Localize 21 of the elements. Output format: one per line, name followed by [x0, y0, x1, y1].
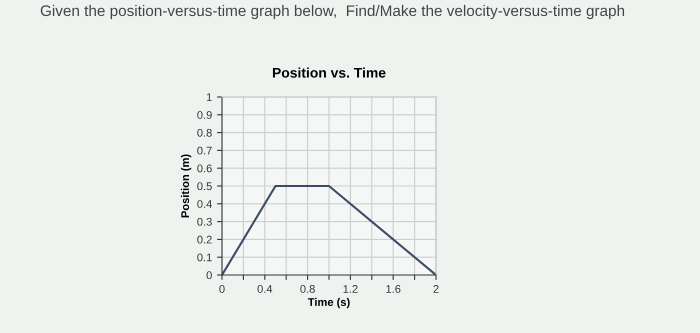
y-tick-label: 0.7 — [197, 146, 212, 155]
y-tick-label: 1 — [206, 93, 212, 102]
y-tick-label: 0.3 — [197, 218, 212, 226]
chart-title: Position vs. Time — [272, 67, 386, 78]
x-tick-label: 1.6 — [386, 285, 400, 293]
x-tick-label: 0.8 — [300, 285, 315, 293]
y-tick-label: 0.4 — [197, 200, 212, 208]
x-tick-label: 0 — [219, 285, 225, 293]
x-tick-label: 0.4 — [258, 285, 272, 293]
x-tick-label: 1.2 — [344, 285, 358, 293]
x-tick-label: 2 — [433, 285, 439, 293]
x-axis-title: Time (s) — [308, 298, 350, 308]
y-tick-label: 0.8 — [197, 128, 212, 137]
text: Given the position-versus-time graph below, Find/Make the velocity-versus-time graph — [40, 4, 624, 20]
y-tick-label: 0 — [206, 271, 212, 280]
y-axis-title: Position (m) — [180, 154, 192, 218]
y-tick-label: 0.1 — [197, 253, 212, 262]
y-tick-label: 0.5 — [197, 182, 212, 190]
y-tick-label: 0.2 — [197, 236, 212, 244]
y-tick-label: 0.9 — [197, 111, 212, 119]
y-tick-label: 0.6 — [197, 164, 212, 172]
